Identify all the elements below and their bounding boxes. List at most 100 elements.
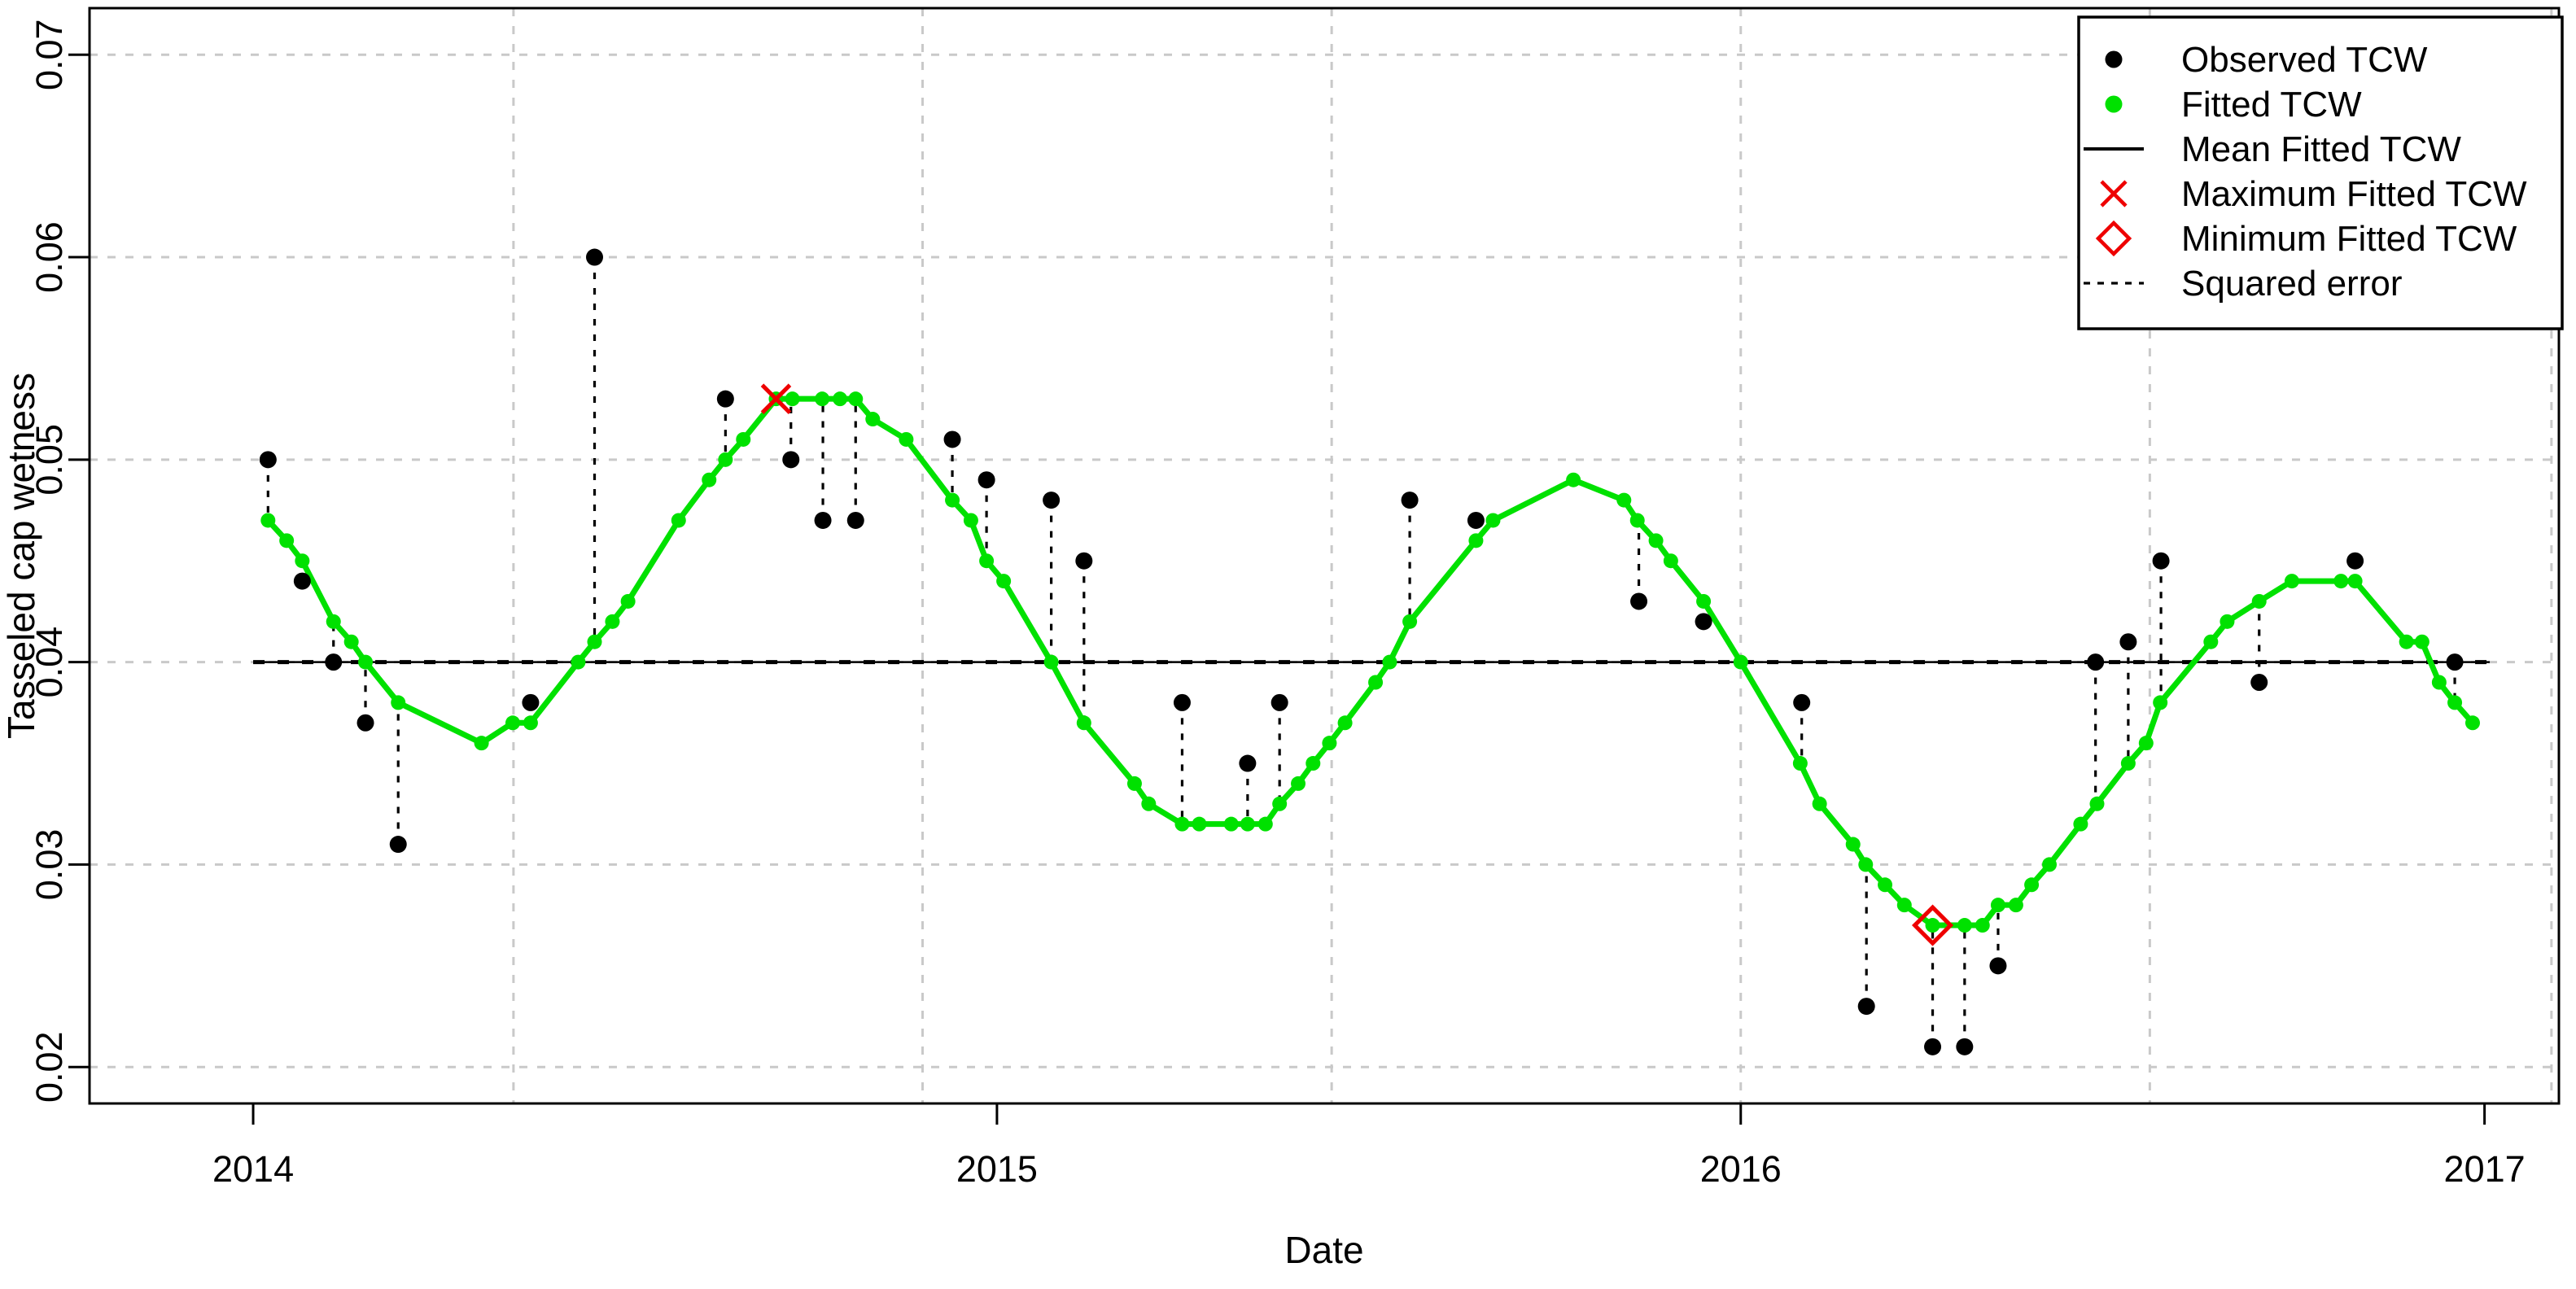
observed-point bbox=[1630, 592, 1648, 610]
fitted-point bbox=[1322, 736, 1337, 751]
observed-point bbox=[814, 511, 832, 529]
fitted-point bbox=[1043, 654, 1059, 670]
fitted-point bbox=[865, 412, 881, 427]
fitted-point bbox=[2089, 796, 2105, 811]
fitted-point bbox=[1192, 816, 1207, 832]
fitted-point bbox=[1957, 918, 1972, 933]
fitted-point bbox=[1272, 796, 1288, 811]
fitted-point bbox=[279, 533, 295, 548]
observed-point bbox=[325, 653, 343, 671]
min-fitted-marker bbox=[1911, 904, 1954, 946]
fitted-point bbox=[1878, 877, 1893, 893]
max-fitted-marker bbox=[760, 383, 792, 414]
observed-point bbox=[293, 572, 311, 590]
fitted-point bbox=[523, 715, 538, 731]
y-tick-label: 0.06 bbox=[28, 221, 70, 293]
fitted-point bbox=[2220, 614, 2235, 629]
fitted-point bbox=[2024, 877, 2040, 893]
fitted-point bbox=[1223, 816, 1239, 832]
y-tick-label: 0.03 bbox=[28, 829, 70, 901]
fitted-point bbox=[1990, 898, 2005, 913]
fitted-point bbox=[1663, 553, 1678, 569]
fitted-line bbox=[265, 395, 2476, 929]
fitted-point bbox=[1126, 776, 1142, 791]
observed-point bbox=[1401, 492, 1419, 509]
fitted-point bbox=[587, 634, 602, 649]
fitted-point bbox=[2120, 756, 2136, 771]
legend-min-diamond-icon bbox=[2095, 220, 2132, 257]
legend-label: Squared error bbox=[2181, 264, 2402, 304]
fitted-point bbox=[326, 614, 341, 629]
observed-point bbox=[1271, 693, 1288, 711]
x-axis-title: Date bbox=[1284, 1229, 1363, 1271]
fitted-point bbox=[571, 654, 586, 670]
fitted-point bbox=[718, 452, 733, 467]
fitted-point bbox=[2399, 634, 2414, 649]
fitted-point bbox=[702, 472, 717, 487]
observed-point bbox=[1173, 693, 1191, 711]
observed-point bbox=[782, 451, 800, 469]
observed-point bbox=[716, 390, 734, 408]
y-axis-title: Tasseled cap wetness bbox=[0, 373, 42, 739]
legend-label: Observed TCW bbox=[2181, 40, 2428, 80]
fitted-point bbox=[979, 553, 995, 569]
fitted-point bbox=[1975, 918, 1990, 933]
fitted-point bbox=[2347, 574, 2363, 589]
fitted-point bbox=[2008, 898, 2023, 913]
fitted-point bbox=[2138, 736, 2154, 751]
fitted-point bbox=[2431, 675, 2447, 690]
fitted-point bbox=[2464, 715, 2480, 731]
fitted-point bbox=[1141, 796, 1157, 811]
fitted-point bbox=[2447, 695, 2463, 710]
legend-label: Minimum Fitted TCW bbox=[2181, 219, 2517, 259]
observed-point bbox=[1989, 957, 2007, 975]
fitted-point bbox=[358, 654, 374, 670]
fitted-point bbox=[505, 715, 520, 731]
y-tick-label: 0.07 bbox=[28, 19, 70, 90]
fitted-point bbox=[2284, 574, 2299, 589]
fitted-point bbox=[848, 391, 864, 407]
fitted-point bbox=[605, 614, 620, 629]
observed-point bbox=[1239, 754, 1257, 772]
observed-point bbox=[389, 836, 407, 854]
fitted-point bbox=[1240, 816, 1255, 832]
fitted-point bbox=[474, 736, 489, 751]
fitted-point bbox=[1696, 593, 1712, 609]
observed-point bbox=[2346, 552, 2364, 570]
fitted-point bbox=[1174, 816, 1190, 832]
fitted-point bbox=[1858, 857, 1874, 872]
fitted-point bbox=[620, 593, 636, 609]
observed-point bbox=[1467, 511, 1485, 529]
fitted-point bbox=[295, 553, 310, 569]
fitted-point bbox=[1845, 837, 1861, 852]
fitted-point bbox=[945, 492, 960, 508]
fitted-point bbox=[1468, 533, 1484, 548]
fitted-point bbox=[1616, 492, 1632, 508]
fitted-point bbox=[391, 695, 406, 710]
fitted-point bbox=[2414, 634, 2429, 649]
fitted-point bbox=[1925, 918, 1940, 933]
fitted-point bbox=[899, 431, 914, 447]
fitted-point bbox=[815, 391, 830, 407]
fitted-point bbox=[1629, 513, 1645, 528]
y-tick-label: 0.05 bbox=[28, 424, 70, 496]
legend-label: Maximum Fitted TCW bbox=[2181, 174, 2527, 214]
fitted-point bbox=[2333, 574, 2349, 589]
fitted-point bbox=[1337, 715, 1353, 731]
observed-point bbox=[1695, 613, 1712, 631]
fitted-point bbox=[1076, 715, 1091, 731]
observed-point bbox=[1956, 1038, 1974, 1055]
fitted-point bbox=[343, 634, 359, 649]
legend-observed-dot-icon bbox=[2105, 50, 2123, 68]
fitted-point bbox=[2073, 816, 2088, 832]
fitted-point bbox=[1291, 776, 1306, 791]
fitted-point bbox=[736, 431, 751, 447]
y-tick-label: 0.04 bbox=[28, 627, 70, 698]
fitted-point bbox=[2153, 695, 2168, 710]
fitted-point bbox=[671, 513, 686, 528]
legend-box bbox=[2077, 15, 2564, 330]
observed-point bbox=[943, 430, 961, 448]
fitted-point bbox=[963, 513, 978, 528]
observed-point bbox=[846, 511, 864, 529]
